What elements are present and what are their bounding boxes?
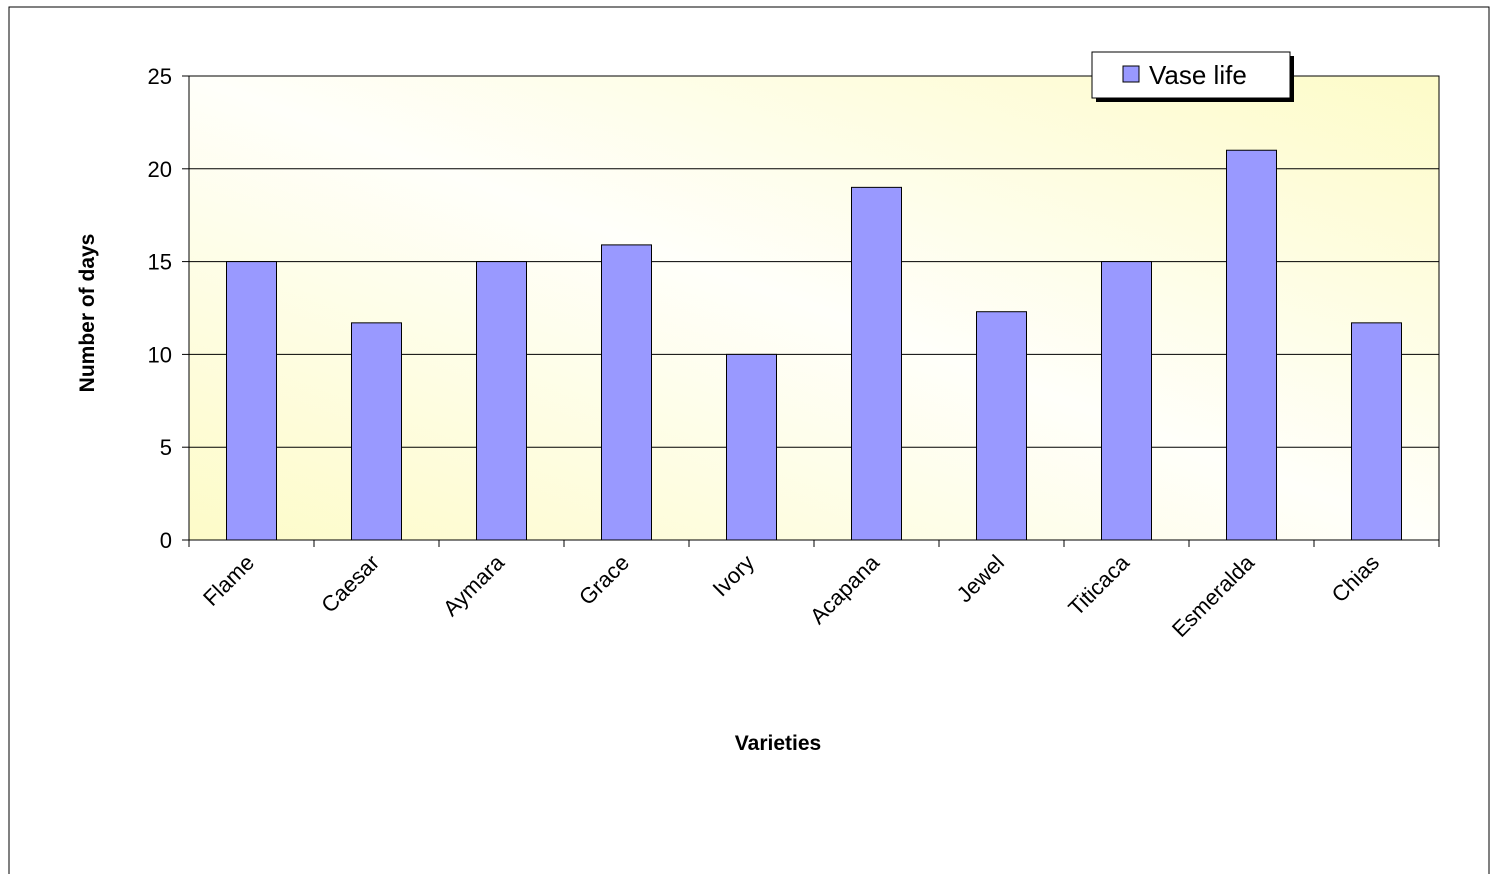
bar-titicaca [1101,261,1152,541]
legend-swatch [1122,65,1140,83]
bar-jewel [976,311,1027,541]
bar-flame [226,261,277,541]
y-tick-label: 20 [148,157,172,182]
bar-chias [1351,322,1402,541]
bar-ivory [726,353,777,541]
legend-label: Vase life [1149,60,1247,90]
bar-aymara [476,261,527,541]
bar-grace [601,244,652,541]
x-axis-title: Varieties [735,732,821,755]
y-tick-label: 25 [148,64,172,89]
bars [226,149,1402,541]
y-tick-label: 10 [148,342,172,367]
y-tick-label: 15 [148,250,172,275]
y-axis-title: Number of days [76,234,99,393]
y-tick-label: 0 [160,528,172,553]
legend: Vase life [1091,51,1294,102]
y-axis: 0 5 10 15 20 25 [148,64,190,553]
bar-esmeralda [1226,149,1277,541]
bar-caesar [351,322,402,541]
y-tick-label: 5 [160,435,172,460]
bar-acapana [851,186,902,541]
